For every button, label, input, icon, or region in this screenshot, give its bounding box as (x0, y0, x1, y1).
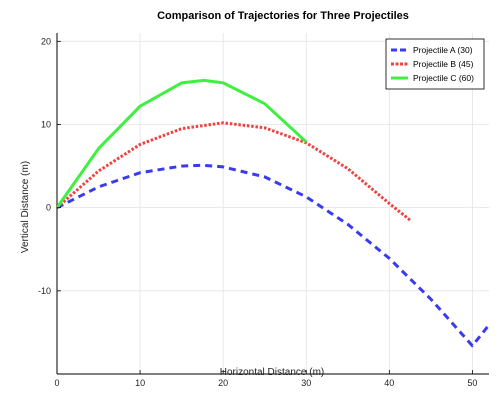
x-tick-label: 30 (301, 378, 311, 388)
legend-label: Projectile A (30) (413, 45, 473, 55)
x-axis-label: Horizontal Distance (m) (220, 367, 324, 378)
legend-label: Projectile B (45) (413, 59, 474, 69)
y-tick-label: 10 (41, 119, 51, 129)
legend: Projectile A (30) Projectile B (45) Projec… (385, 38, 485, 90)
plot-area (57, 78, 489, 348)
series-line-a (57, 163, 489, 348)
y-tick-label: 20 (41, 36, 51, 46)
series-line-c (57, 78, 308, 209)
x-tick-label: 10 (135, 378, 145, 388)
series-line-b (57, 121, 412, 222)
y-tick-label: 0 (46, 203, 51, 213)
x-tick-label: 20 (218, 378, 228, 388)
y-tick-label: -10 (38, 286, 51, 296)
x-tick-label: 0 (54, 378, 59, 388)
x-tick-label: 40 (384, 378, 394, 388)
tick-labels: 0 10 20 30 40 50 -10 0 10 20 (38, 36, 477, 388)
y-axis-label: Vertical Distance (m) (20, 161, 31, 253)
x-tick-label: 50 (467, 378, 477, 388)
legend-label: Projectile C (60) (413, 73, 474, 83)
chart-title: Comparison of Trajectories for Three Pro… (157, 10, 409, 22)
